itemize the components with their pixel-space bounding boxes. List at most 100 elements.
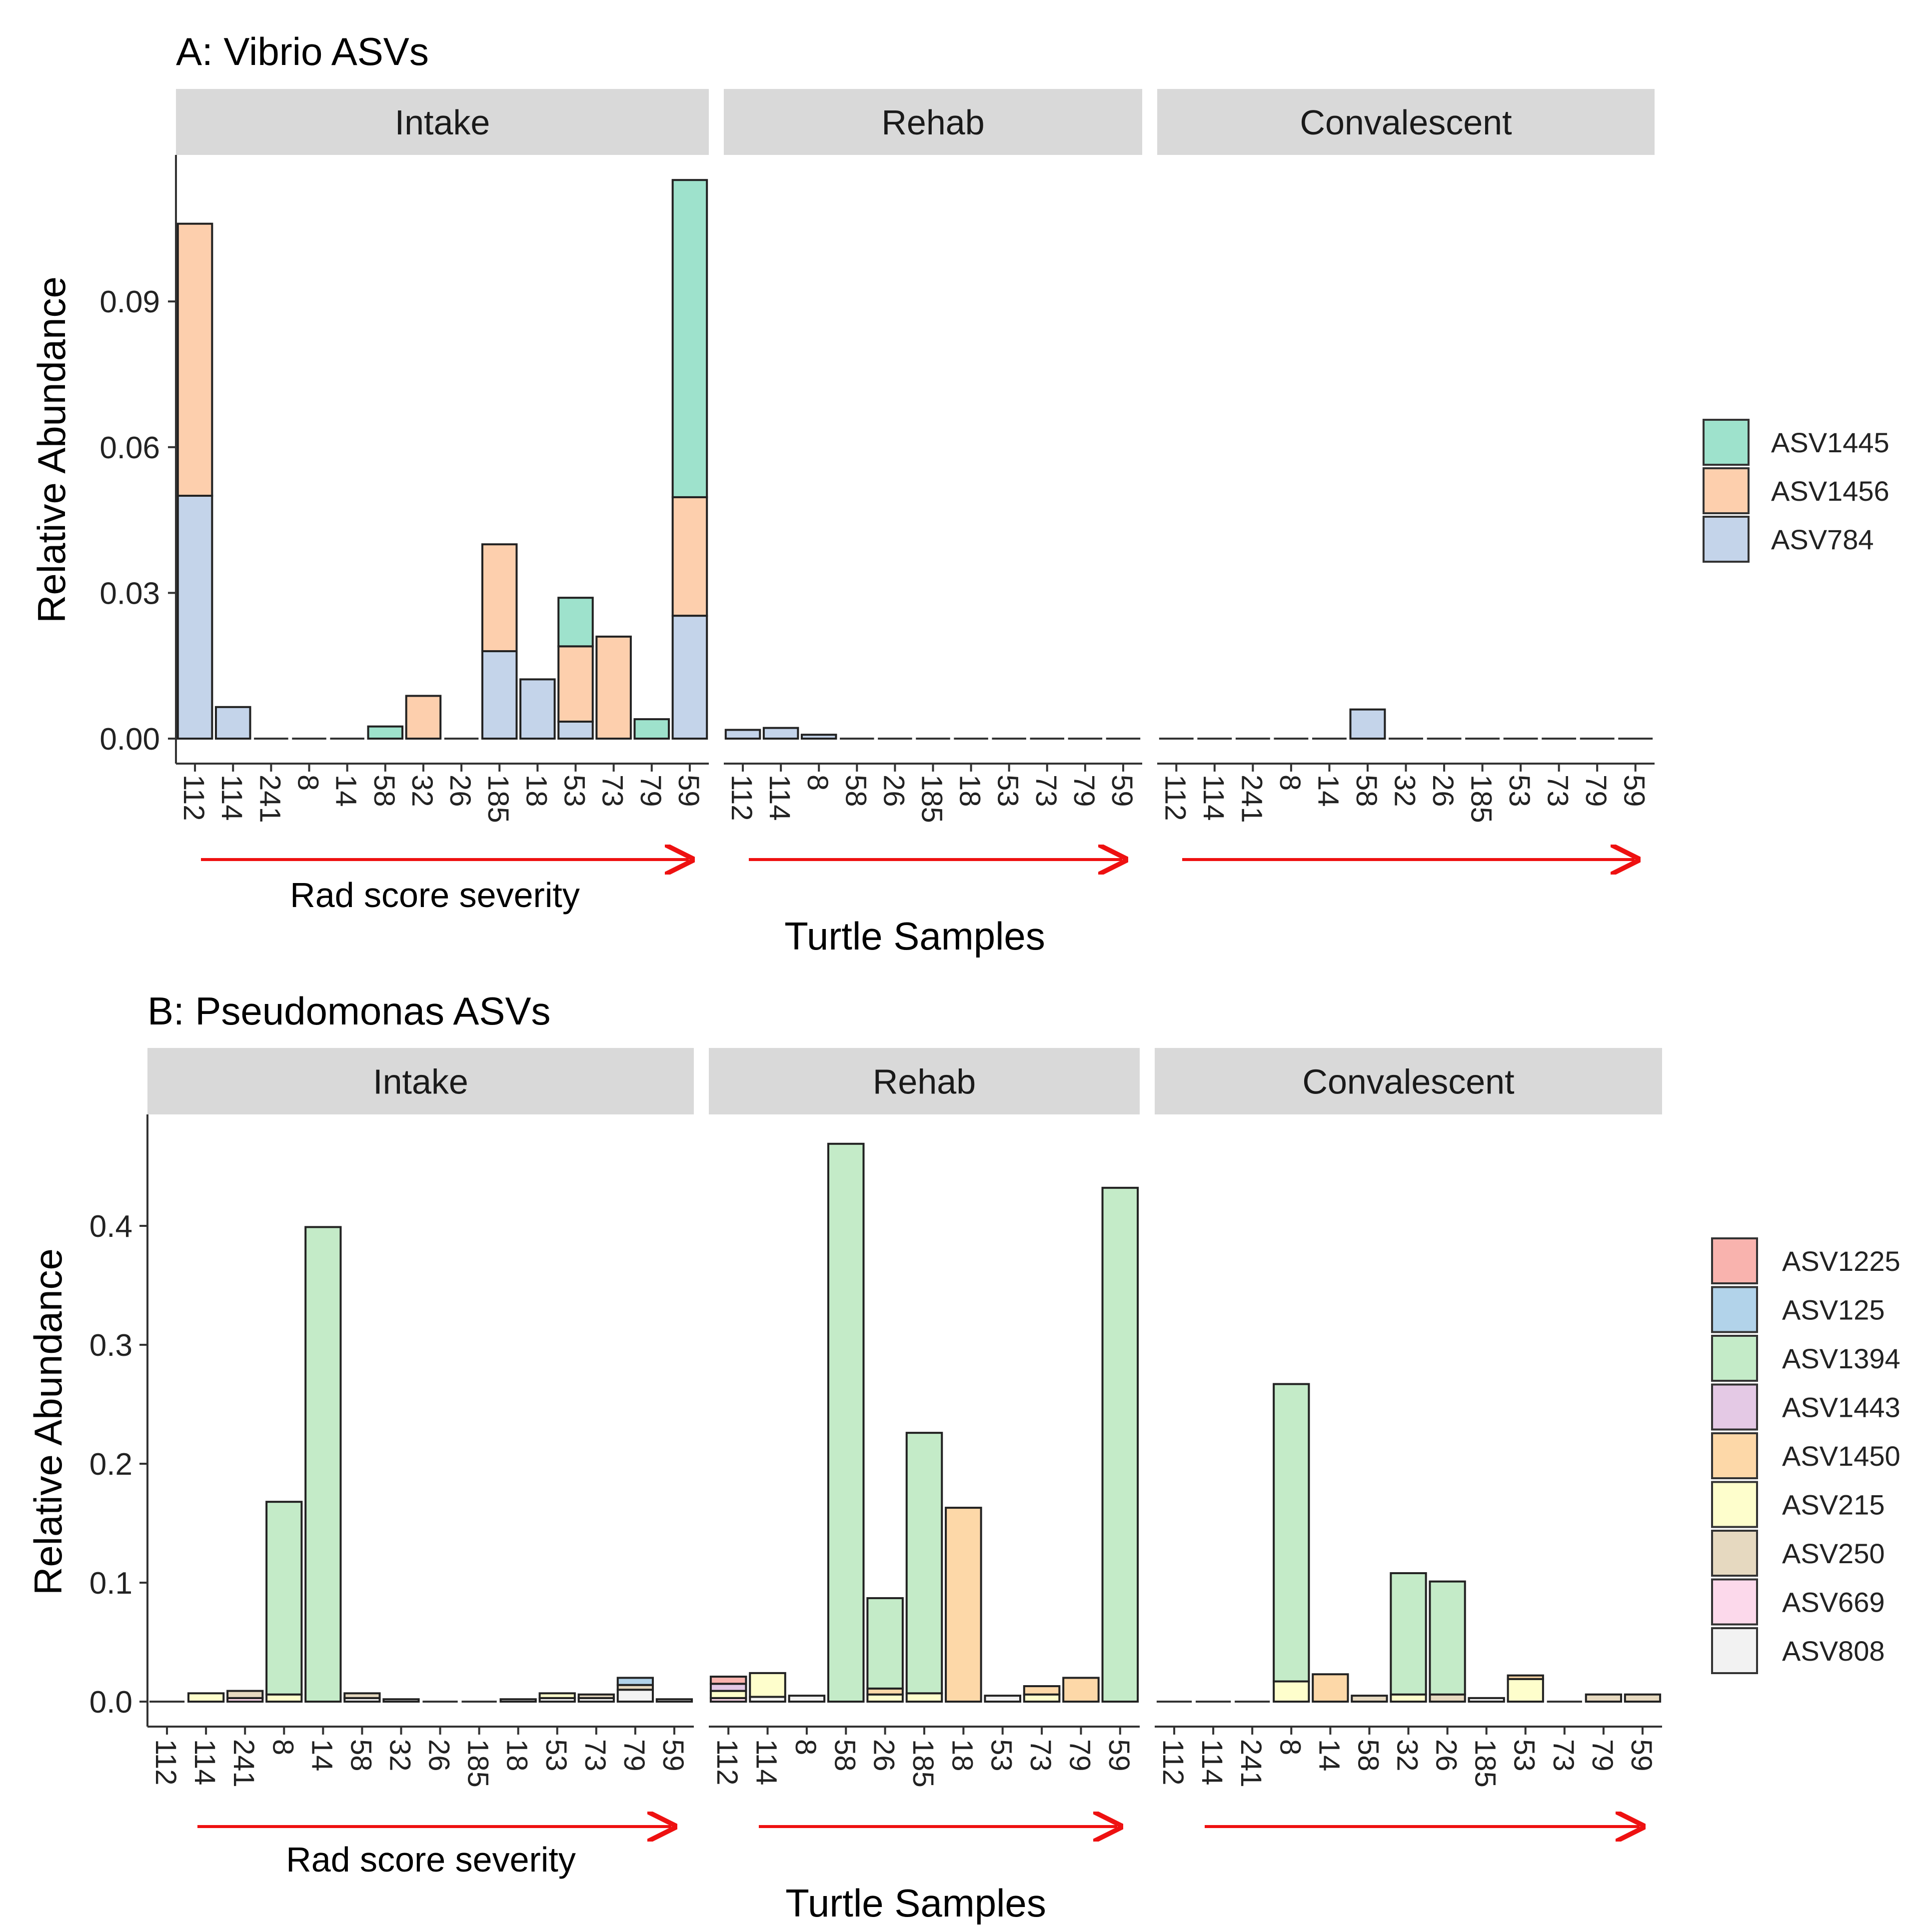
x-tick-label: 32 xyxy=(383,1739,416,1772)
x-tick-label: 73 xyxy=(1024,1739,1057,1772)
x-tick-label: 58 xyxy=(1352,1739,1384,1772)
bar-segment-asv215 xyxy=(709,1690,747,1699)
x-tick-label: 58 xyxy=(344,1739,377,1772)
x-tick-label: 73 xyxy=(1547,1739,1580,1772)
chart-a-vibrio: A: Vibrio ASVs 0.00 0.03 0.06 0.09 Relative A… xyxy=(29,29,1890,958)
legend-swatch xyxy=(1711,1432,1758,1479)
x-tick-label: 59 xyxy=(1625,1739,1658,1772)
facet-convalescent: Convalescent 112 114 241 8 14 58 32 26 185 53 73 79 5… xyxy=(1155,1048,1662,1827)
bar-segment-asv1394 xyxy=(866,1597,904,1690)
x-tick-label: 18 xyxy=(501,1739,533,1772)
bar-segment-asv808 xyxy=(655,1698,693,1703)
bar-segment-asv1450 xyxy=(945,1507,982,1703)
x-tick-label: 14 xyxy=(1312,775,1344,807)
y-tick-label: 0.09 xyxy=(99,285,160,319)
x-tick-label: 14 xyxy=(330,775,362,807)
facet-strip-label: Convalescent xyxy=(1300,103,1512,142)
x-tick-label: 32 xyxy=(1389,775,1421,807)
legend-swatch xyxy=(1711,1335,1758,1382)
bar-segment-asv1394 xyxy=(827,1142,865,1703)
bar-segment-asv1456 xyxy=(671,496,708,617)
bar-segment-asv1456 xyxy=(481,543,518,653)
legend-label: ASV1443 xyxy=(1782,1392,1901,1423)
x-tick-label: 8 xyxy=(266,1739,299,1755)
bar-segment-asv1450 xyxy=(1023,1685,1061,1696)
legend-label: ASV250 xyxy=(1782,1538,1885,1569)
bar-segment-asv808 xyxy=(616,1689,654,1703)
y-tick-label: 0.3 xyxy=(89,1328,132,1363)
rad-score-label: Rad score severity xyxy=(290,876,580,915)
x-tick-label: 73 xyxy=(596,775,629,807)
facet-intake: Intake 112 114 241 8 14 58 32 26 185 18 53 73 79 59 xyxy=(147,1048,694,1827)
x-tick-label: 53 xyxy=(540,1739,572,1772)
x-tick-label: 32 xyxy=(1391,1739,1424,1772)
x-tick-label: 14 xyxy=(1313,1739,1345,1772)
x-tick-label: 185 xyxy=(462,1739,494,1788)
chart-b-pseudomonas: B: Pseudomonas ASVs 0.0 0.1 0.2 0.3 0.4 Relati… xyxy=(26,989,1901,1925)
x-tick-label: 79 xyxy=(1586,1739,1619,1772)
x-tick-label: 26 xyxy=(423,1739,455,1772)
x-tick-label: 79 xyxy=(634,775,667,807)
legend-label: ASV215 xyxy=(1782,1489,1885,1521)
legend-swatch xyxy=(1711,1286,1758,1333)
x-tick-label: 185 xyxy=(1465,775,1498,823)
legend-label: ASV1394 xyxy=(1782,1343,1901,1374)
legend-label: ASV125 xyxy=(1782,1294,1885,1326)
y-tick-label: 0.00 xyxy=(99,722,160,757)
x-tick-label: 26 xyxy=(1427,775,1459,807)
x-tick-label: 26 xyxy=(877,775,910,807)
bar-segment-asv1456 xyxy=(557,645,594,723)
bar-segment-asv784 xyxy=(724,729,761,740)
bar-segment-asv808 xyxy=(788,1695,826,1703)
x-tick-label: 79 xyxy=(1580,775,1612,807)
bar-segment-asv808 xyxy=(984,1695,1021,1703)
x-tick-label: 185 xyxy=(1469,1739,1502,1788)
bar-segment-asv1456 xyxy=(595,635,632,740)
bar-segment-asv1394 xyxy=(1101,1186,1139,1703)
facet-convalescent: Convalescent 112 114 241 8 14 58 32 26 185 53 73 79 5… xyxy=(1157,89,1655,860)
x-tick-label: 185 xyxy=(916,775,948,823)
x-tick-label: 185 xyxy=(482,775,514,823)
bar-segment-asv1456 xyxy=(176,222,213,497)
facet-intake: Intake 112 114 241 8 14 58 32 26 185 18 53 73 79 59 xyxy=(176,89,709,860)
x-tick-label: 112 xyxy=(1159,775,1191,821)
x-tick-label: 241 xyxy=(1235,1739,1267,1788)
bar-segment-asv1450 xyxy=(1507,1674,1544,1680)
x-tick-label: 73 xyxy=(1030,775,1062,807)
x-tick-label: 32 xyxy=(406,775,438,807)
bar-segment-asv784 xyxy=(214,706,251,740)
legend-swatch xyxy=(1711,1481,1758,1528)
x-tick-label: 114 xyxy=(188,1739,221,1785)
facet-strip xyxy=(709,1048,1140,1114)
legend: ASV1445 ASV1456 ASV784 xyxy=(1703,419,1890,563)
bar-segment-asv1443 xyxy=(709,1683,747,1692)
x-tick-label: 73 xyxy=(579,1739,611,1772)
y-axis-label: Relative Abundance xyxy=(26,1248,70,1595)
bar-segment-asv250 xyxy=(1585,1693,1623,1703)
bar-segment-asv1394 xyxy=(1429,1580,1466,1696)
facet-strip xyxy=(1155,1048,1662,1114)
x-tick-label: 59 xyxy=(657,1739,689,1772)
x-tick-label: 8 xyxy=(292,775,324,791)
bar-segment-asv1445 xyxy=(557,597,594,648)
x-axis-label: Turtle Samples xyxy=(785,1881,1046,1925)
x-tick-label: 112 xyxy=(149,1739,182,1785)
legend-swatch xyxy=(1703,419,1750,466)
x-tick-label: 185 xyxy=(907,1739,939,1788)
legend-swatch xyxy=(1711,1383,1758,1431)
bar-segment-asv1394 xyxy=(1273,1383,1310,1683)
facet-strip-label: Intake xyxy=(395,103,490,142)
x-tick-label: 8 xyxy=(801,775,834,791)
bar-segment-asv784 xyxy=(1349,708,1386,740)
x-tick-label: 53 xyxy=(985,1739,1018,1772)
legend-swatch xyxy=(1703,467,1750,514)
legend-label: ASV784 xyxy=(1771,524,1874,555)
x-tick-label: 114 xyxy=(1196,1739,1228,1785)
bar-segment-asv1445 xyxy=(633,718,670,740)
bar-segment-asv215 xyxy=(538,1692,576,1699)
x-tick-label: 26 xyxy=(1430,1739,1463,1772)
x-tick-label: 58 xyxy=(368,775,400,807)
bar-segment-asv1445 xyxy=(671,179,708,498)
x-tick-label: 112 xyxy=(711,1739,743,1785)
bar-segment-asv808 xyxy=(499,1698,537,1703)
